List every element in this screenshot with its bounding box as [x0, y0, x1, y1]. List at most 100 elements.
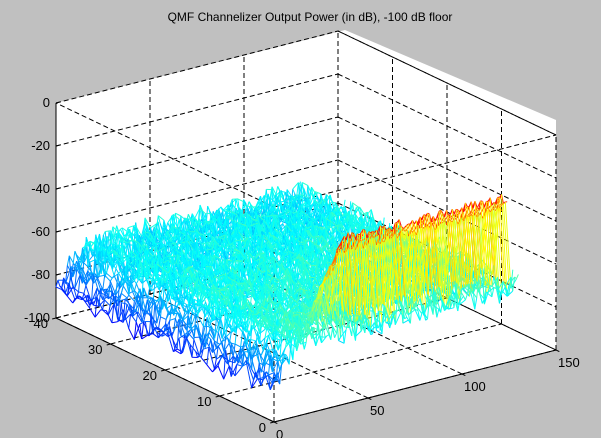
mesh-segment [108, 257, 115, 276]
mesh-segment [143, 287, 150, 303]
mesh-segment [213, 239, 221, 247]
mesh-segment [104, 248, 108, 278]
grid-line [55, 30, 339, 104]
mesh-segment [172, 234, 179, 238]
z-tick-mark [55, 273, 61, 276]
mesh-segment [102, 275, 106, 290]
mesh-segment [308, 211, 316, 222]
mesh-segment [199, 232, 206, 237]
mesh-segment [246, 201, 250, 208]
mesh-segment [94, 273, 102, 291]
mesh-segment [128, 294, 135, 302]
mesh-segment [225, 246, 232, 254]
mesh-segment [121, 293, 128, 299]
mesh-segment [122, 285, 130, 296]
mesh-segment [257, 214, 265, 221]
mesh-segment [278, 192, 286, 204]
mesh-segment [119, 293, 122, 302]
mesh-segment [304, 220, 312, 230]
mesh-segment [89, 299, 92, 309]
mesh-segment [199, 208, 203, 220]
mesh-segment [173, 214, 180, 220]
mesh-segment [127, 239, 134, 244]
mesh-segment [66, 284, 70, 297]
mesh-segment [217, 236, 224, 240]
mesh-segment [296, 182, 299, 199]
mesh-segment [102, 294, 106, 300]
mesh-segment [157, 215, 165, 221]
mesh-segment [137, 260, 141, 281]
mesh-segment [120, 302, 124, 323]
mesh-segment [261, 195, 265, 207]
mesh-segment [98, 288, 102, 307]
mesh-segment [148, 243, 155, 249]
mesh-segment [130, 250, 138, 257]
mesh-segment [72, 286, 79, 293]
mesh-segment [145, 278, 152, 292]
mesh-segment [167, 214, 174, 223]
mesh-segment [287, 210, 291, 234]
mesh-segment [94, 309, 102, 318]
mesh-segment [109, 260, 117, 270]
mesh-segment [165, 243, 172, 246]
mesh-segment [135, 279, 139, 284]
grid-line [219, 323, 502, 397]
mesh-segment [220, 210, 227, 226]
mesh-segment [68, 283, 76, 300]
mesh-segment [255, 242, 259, 246]
mesh-segment [251, 245, 258, 254]
mesh-segment [78, 274, 81, 292]
y-tick-mark [161, 369, 166, 372]
mesh-segment [111, 290, 119, 320]
mesh-segment [111, 304, 115, 323]
mesh-segment [267, 214, 274, 217]
mesh-segment [115, 260, 119, 269]
mesh-segment [78, 291, 85, 294]
mesh-segment [170, 242, 177, 245]
mesh-segment [134, 283, 137, 291]
mesh-segment [121, 246, 125, 262]
mesh-segment [186, 214, 189, 221]
mesh-segment [117, 300, 120, 320]
mesh-segment [269, 186, 273, 198]
mesh-segment [72, 251, 76, 264]
mesh-segment [301, 182, 305, 195]
mesh-segment [229, 211, 237, 217]
mesh-segment [83, 299, 90, 309]
mesh-segment [118, 302, 122, 321]
mesh-segment [171, 214, 174, 233]
mesh-segment [299, 210, 302, 225]
mesh-segment [195, 218, 199, 231]
mesh-segment [100, 288, 104, 300]
mesh-segment [128, 328, 135, 340]
mesh-segment [154, 264, 158, 283]
mesh-segment [132, 270, 136, 281]
grid-line [337, 116, 557, 222]
mesh-segment [133, 321, 137, 340]
mesh-segment [261, 211, 268, 217]
mesh-segment [199, 207, 206, 215]
mesh-segment [214, 218, 218, 235]
mesh-segment [113, 249, 121, 258]
box-edge [337, 30, 557, 136]
mesh-segment [126, 303, 133, 317]
mesh-segment [85, 270, 89, 284]
mesh-segment [66, 295, 74, 304]
mesh-segment [70, 266, 74, 277]
mesh-segment [172, 226, 179, 230]
mesh-segment [98, 264, 102, 277]
mesh-segment [104, 274, 111, 282]
mesh-segment [237, 198, 244, 203]
mesh-segment [201, 220, 208, 229]
mesh-segment [72, 295, 79, 304]
mesh-segment [136, 270, 139, 278]
mesh-segment [206, 249, 209, 254]
mesh-segment [111, 250, 115, 265]
mesh-segment [122, 299, 126, 323]
mesh-segment [227, 216, 234, 222]
mesh-segment [98, 274, 105, 277]
mesh-segment [113, 255, 117, 259]
mesh-segment [290, 195, 293, 208]
y-tick-mark [52, 317, 57, 320]
mesh-segment [353, 214, 357, 233]
